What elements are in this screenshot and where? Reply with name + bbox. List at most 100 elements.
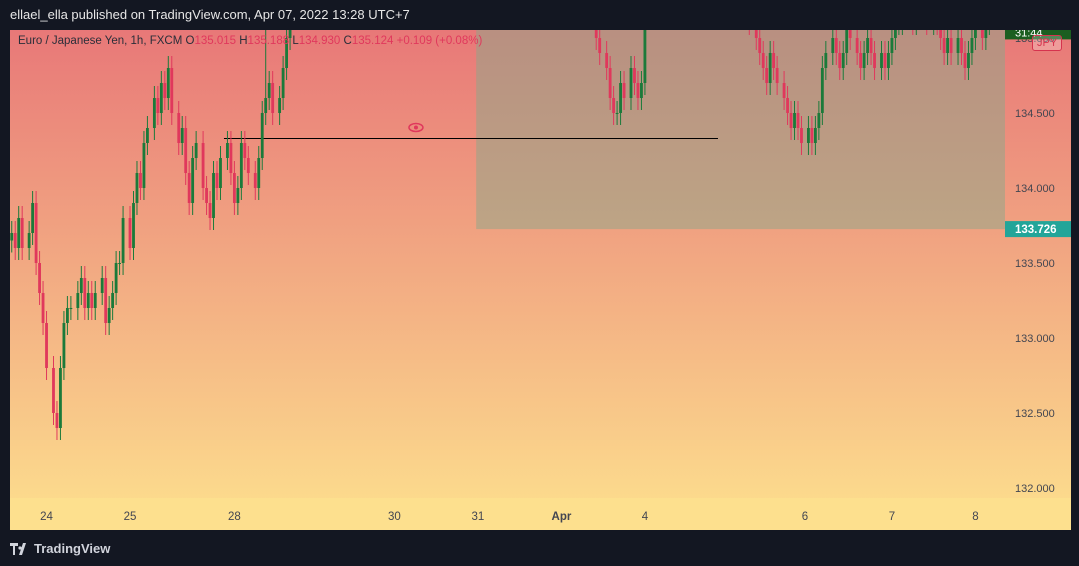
candle	[605, 41, 609, 80]
candle	[793, 101, 796, 140]
candle	[232, 161, 236, 215]
candle-body	[841, 53, 845, 68]
candle-body	[180, 128, 184, 143]
candle	[257, 146, 261, 200]
time-tick-label: 30	[388, 511, 401, 523]
candle-body	[208, 203, 212, 218]
candle-body	[974, 30, 977, 38]
candle-body	[271, 83, 275, 113]
candle-body	[622, 83, 626, 98]
symbol-legend: Euro / Japanese Yen, 1h, FXCM O135.015 H…	[18, 35, 482, 47]
candle-body	[605, 53, 609, 68]
price-tick-label: 133.000	[1015, 333, 1055, 345]
candle	[939, 30, 943, 50]
candle-body	[848, 30, 852, 38]
candle-body	[170, 68, 174, 113]
candle-body	[862, 53, 866, 68]
candle	[629, 56, 633, 110]
candle-body	[643, 30, 647, 83]
candle	[212, 161, 215, 230]
candle	[205, 176, 208, 215]
candle-body	[267, 83, 271, 98]
candle	[142, 131, 146, 200]
candle-body	[13, 233, 17, 248]
candle-body	[820, 68, 824, 113]
candle-body	[111, 293, 115, 308]
candle-body	[260, 113, 264, 158]
candle-body	[17, 218, 21, 248]
candle-body	[146, 128, 149, 143]
candle-body	[636, 83, 640, 98]
candle	[264, 30, 268, 125]
candle	[772, 41, 776, 80]
candle-body	[215, 173, 219, 188]
candle-body	[813, 128, 817, 143]
candle-body	[163, 83, 167, 98]
candle	[810, 116, 814, 155]
candle	[633, 56, 636, 95]
candle	[883, 41, 887, 80]
candle	[180, 116, 184, 155]
candle-body	[62, 323, 66, 368]
last-price-label-bg	[1005, 30, 1071, 40]
candle-body	[939, 30, 943, 38]
candle	[758, 30, 762, 65]
tradingview-logo[interactable]: TradingView	[10, 541, 110, 556]
candle-body	[38, 263, 41, 293]
candle-body	[285, 38, 288, 68]
candle	[789, 101, 793, 140]
candle	[970, 30, 974, 65]
candle	[93, 281, 97, 320]
candlestick-chart[interactable]: 132.000 132.500 133.000 133.500 134.000 134.5…	[10, 30, 1071, 530]
candle	[90, 281, 94, 320]
candle	[873, 41, 876, 80]
candle	[31, 191, 35, 245]
candle-body	[594, 30, 598, 38]
candle	[55, 401, 59, 440]
candle	[59, 356, 62, 440]
candle	[288, 30, 292, 50]
candle	[104, 266, 108, 335]
candle	[880, 41, 883, 80]
candle-body	[956, 38, 960, 53]
candle	[285, 30, 288, 80]
candle	[960, 30, 963, 65]
candle	[608, 56, 612, 110]
candle-body	[79, 278, 83, 293]
stop-price-label: 133.726	[1015, 224, 1057, 236]
candle	[253, 161, 257, 200]
candle	[956, 30, 960, 65]
candle-body	[104, 278, 108, 323]
candle-body	[128, 218, 132, 248]
candle-body	[226, 143, 229, 158]
candle-body	[132, 203, 135, 248]
time-tick-label: 28	[228, 511, 241, 523]
candle	[980, 30, 984, 50]
currency-badge[interactable]: JPY	[1032, 35, 1063, 51]
stop-zone	[476, 30, 1005, 230]
candle	[170, 56, 174, 125]
chart-panel[interactable]: 132.000 132.500 133.000 133.500 134.000 134.5…	[10, 30, 1071, 530]
candle	[946, 30, 950, 65]
candle-body	[793, 113, 796, 128]
candle-body	[834, 38, 838, 53]
candle-body	[640, 83, 643, 98]
candle	[898, 30, 900, 35]
candle	[887, 41, 890, 80]
candle	[166, 56, 170, 110]
candle-body	[219, 158, 222, 188]
candle-body	[100, 278, 104, 293]
candle	[20, 206, 24, 260]
close-value: 135.124	[351, 35, 394, 47]
tradingview-icon	[10, 542, 26, 555]
candle	[838, 41, 842, 80]
candle	[128, 206, 132, 260]
candle-body	[768, 53, 772, 83]
candle	[967, 41, 970, 80]
high-value: 135.188	[247, 35, 290, 47]
candle-body	[831, 38, 835, 53]
candle-body	[855, 38, 859, 53]
candle-body	[191, 158, 195, 203]
candle-body	[789, 113, 793, 128]
candle	[146, 116, 149, 155]
